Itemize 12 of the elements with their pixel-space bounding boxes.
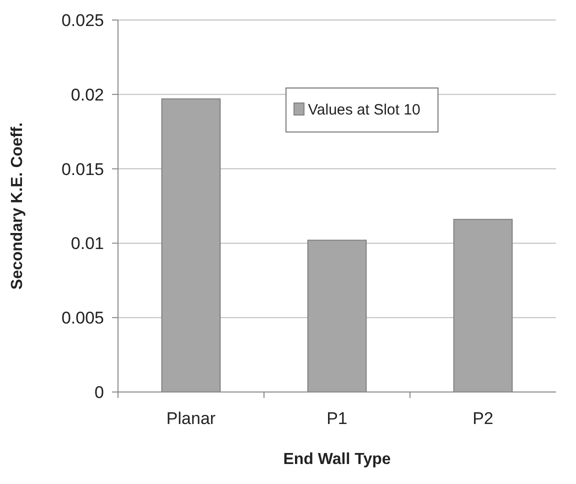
y-tick-label: 0.025 <box>61 10 104 30</box>
x-axis-title: End Wall Type <box>283 451 391 468</box>
y-tick-label: 0.02 <box>70 85 104 104</box>
legend-label: Values at Slot 10 <box>308 101 420 118</box>
x-tick-label: Planar <box>166 409 216 428</box>
y-tick-label: 0 <box>94 382 104 402</box>
y-tick-label: 0.005 <box>61 308 104 328</box>
x-tick-label: P1 <box>326 409 348 428</box>
y-axis-title: Secondary K.E. Coeff. <box>9 122 26 290</box>
x-tick-label: P2 <box>472 409 494 428</box>
y-tick-label: 0.01 <box>70 234 104 254</box>
y-tick-label: 0.015 <box>61 160 104 179</box>
